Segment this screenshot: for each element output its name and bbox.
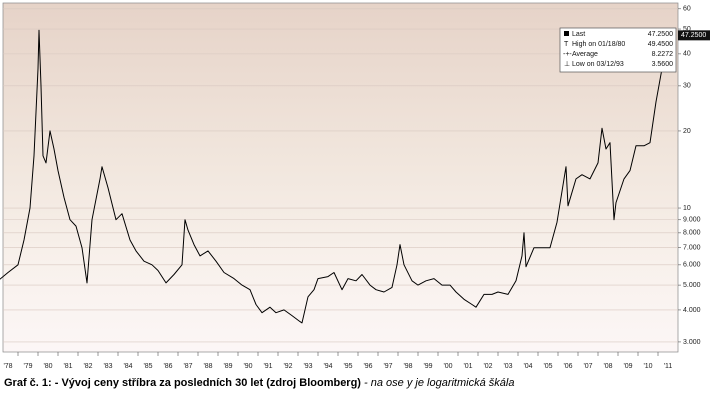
x-tick-label: '04: [523, 363, 532, 370]
legend-box: [559, 27, 677, 73]
x-tick-label: '79: [23, 363, 32, 370]
y-tick-label: 8.000: [683, 230, 701, 237]
x-tick-label: '88: [203, 363, 212, 370]
x-tick-label: '96: [363, 363, 372, 370]
x-tick-label: '87: [183, 363, 192, 370]
x-tick-label: '97: [383, 363, 392, 370]
x-tick-label: '10: [643, 363, 652, 370]
x-tick-label: '05: [543, 363, 552, 370]
marks: [0, 29, 665, 324]
x-tick-label: '93: [303, 363, 312, 370]
grid: [3, 8, 678, 343]
y-tick-label: 4.000: [683, 307, 701, 314]
x-tick-label: '78: [3, 363, 12, 370]
x-tick-label: '84: [123, 363, 132, 370]
x-tick-label: '11: [664, 363, 673, 370]
y-tick-label: 30: [683, 83, 691, 90]
y-tick-label: 50: [683, 26, 691, 33]
legend-symbol: T: [564, 41, 569, 48]
x-tick-label: '81: [63, 363, 72, 370]
last-value-label: 47.2500: [681, 32, 706, 39]
legend-value: 47.2500: [648, 31, 673, 38]
legend-value: 49.4500: [648, 41, 673, 48]
legend-value: 3.5600: [652, 61, 674, 68]
x-tick-label: '06: [563, 363, 572, 370]
x-tick-label: '01: [463, 363, 472, 370]
x-tick-label: '03: [503, 363, 512, 370]
x-tick-label: '83: [103, 363, 112, 370]
x-tick-label: '94: [323, 363, 332, 370]
legend-label: High on 01/18/80: [572, 41, 625, 48]
x-tick-label: '82: [83, 363, 92, 370]
legend-symbol: ⊥: [564, 61, 570, 68]
x-tick-label: '91: [263, 363, 272, 370]
legend-symbol: -+-: [563, 51, 572, 58]
y-tick-label: 5.000: [683, 282, 701, 289]
y-tick-label: 10: [683, 205, 691, 212]
y-tick-label: 9.000: [683, 217, 701, 224]
caption: Graf č. 1: - Vývoj ceny stříbra za posle…: [4, 377, 514, 389]
caption-main: Graf č. 1: - Vývoj ceny stříbra za posle…: [4, 377, 361, 389]
legend-label: Average: [572, 51, 598, 58]
last-value-tag: [678, 30, 710, 41]
x-tick-label: '98: [403, 363, 412, 370]
x-tick-label: '86: [163, 363, 172, 370]
x-tick-label: '92: [283, 363, 292, 370]
x-tick-label: '02: [483, 363, 492, 370]
x-tick-label: '08: [603, 363, 612, 370]
y-tick-label: 20: [683, 128, 691, 135]
x-tick-label: '00: [443, 363, 452, 370]
price-line: [0, 29, 665, 324]
y-tick-label: 6.000: [683, 262, 701, 269]
x-tick-label: '07: [583, 363, 592, 370]
y-tick-label: 40: [683, 51, 691, 58]
x-tick-label: '89: [223, 363, 232, 370]
legend-symbol: [564, 31, 569, 36]
x-tick-label: '09: [623, 363, 632, 370]
x-tick-label: '90: [243, 363, 252, 370]
x-tick-label: '99: [423, 363, 432, 370]
legend: Last 47.2500 T High on 01/18/80 49.4500 …: [559, 27, 677, 73]
axes: 3.000 4.000 5.000 6.000 7.000 8.000 9.000 10 20 3…: [3, 6, 710, 370]
caption-note: - na ose y je logaritmická škála: [361, 377, 514, 389]
legend-label: Low on 03/12/93: [572, 61, 624, 68]
legend-value: 8.2272: [652, 51, 674, 58]
y-tick-label: 3.000: [683, 339, 701, 346]
y-tick-label: 60: [683, 6, 691, 13]
x-tick-label: '85: [143, 363, 152, 370]
x-tick-label: '95: [343, 363, 352, 370]
y-tick-label: 7.000: [683, 245, 701, 252]
legend-label: Last: [572, 31, 585, 38]
x-tick-label: '80: [43, 363, 52, 370]
